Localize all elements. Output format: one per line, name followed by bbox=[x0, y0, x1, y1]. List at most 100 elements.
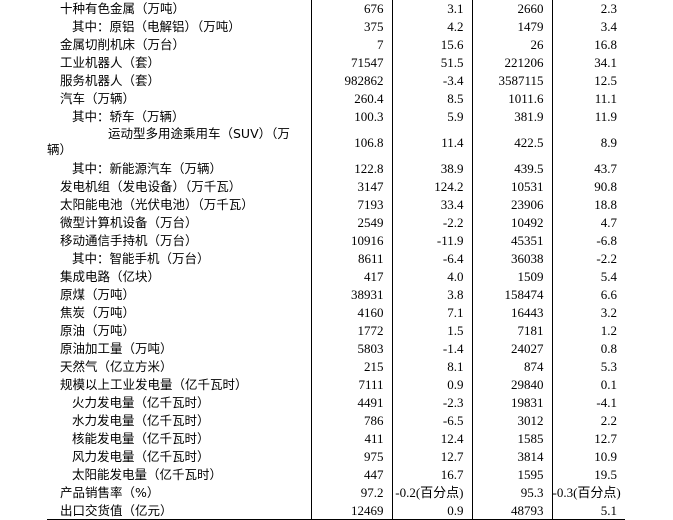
cell-value: 5803 bbox=[310, 339, 392, 357]
cell-value: 6.6 bbox=[551, 285, 625, 303]
cell-value: 23906 bbox=[471, 195, 552, 213]
cell-value: 19831 bbox=[471, 393, 552, 411]
row-label: 微型计算机设备（万台） bbox=[60, 214, 198, 230]
cell-value: 122.8 bbox=[310, 159, 392, 177]
cell-value: -2.2 bbox=[391, 213, 472, 231]
cell-value: 38931 bbox=[310, 285, 392, 303]
cell-value: 11.4 bbox=[391, 125, 472, 159]
table-row: 移动通信手持机（万台） 10916 -11.9 45351 -6.8 bbox=[47, 231, 625, 249]
cell-value: 4160 bbox=[310, 303, 392, 321]
cell-value: 1479 bbox=[471, 17, 552, 35]
cell-value: 4.7 bbox=[551, 213, 625, 231]
cell-value: 7 bbox=[310, 35, 392, 53]
cell-value: 90.8 bbox=[551, 177, 625, 195]
cell-value: 3.4 bbox=[551, 17, 625, 35]
table-row: 运动型多用途乘用车（SUV）（万辆） 106.8 11.4 422.5 8.9 bbox=[47, 125, 625, 159]
row-label: 水力发电量（亿千瓦时） bbox=[72, 412, 210, 428]
table-row: 其中：新能源汽车（万辆） 122.8 38.9 439.5 43.7 bbox=[47, 159, 625, 177]
cell-value: 10916 bbox=[310, 231, 392, 249]
table-row: 水力发电量（亿千瓦时） 786 -6.5 3012 2.2 bbox=[47, 411, 625, 429]
cell-value: -2.3 bbox=[391, 393, 472, 411]
cell-value: 12.7 bbox=[551, 429, 625, 447]
cell-value: 7111 bbox=[310, 375, 392, 393]
cell-value: 5.4 bbox=[551, 267, 625, 285]
cell-value: 18.8 bbox=[551, 195, 625, 213]
cell-value: 8.5 bbox=[391, 89, 472, 107]
cell-value: 4491 bbox=[310, 393, 392, 411]
cell-value: 3147 bbox=[310, 177, 392, 195]
row-label: 金属切削机床（万台） bbox=[60, 36, 186, 52]
row-label: 十种有色金属（万吨） bbox=[60, 0, 186, 16]
cell-value: 8.1 bbox=[391, 357, 472, 375]
table-row: 服务机器人（套） 982862 -3.4 3587115 12.5 bbox=[47, 71, 625, 89]
table-row: 集成电路（亿块） 417 4.0 1509 5.4 bbox=[47, 267, 625, 285]
cell-value: 422.5 bbox=[471, 125, 552, 159]
cell-value: 5.3 bbox=[551, 357, 625, 375]
cell-value: 2549 bbox=[310, 213, 392, 231]
cell-value: 2660 bbox=[471, 0, 552, 17]
cell-value: -2.2 bbox=[551, 249, 625, 267]
table-row: 原油（万吨） 1772 1.5 7181 1.2 bbox=[47, 321, 625, 339]
row-label: 规模以上工业发电量（亿千瓦时） bbox=[60, 376, 248, 392]
cell-value: 95.3 bbox=[471, 483, 552, 501]
row-label: 工业机器人（套） bbox=[60, 54, 161, 70]
table-row: 天然气（亿立方米） 215 8.1 874 5.3 bbox=[47, 357, 625, 375]
industrial-output-table: 十种有色金属（万吨） 676 3.1 2660 2.3 其中：原铝（电解铝）（万吨） 375… bbox=[47, 0, 625, 520]
row-label: 运动型多用途乘用车（SUV）（万辆） bbox=[47, 126, 290, 157]
table-row: 产品销售率（%） 97.2 -0.2(百分点) 95.3 -0.3(百分点) bbox=[47, 483, 625, 501]
cell-value: 7181 bbox=[471, 321, 552, 339]
cell-value: 874 bbox=[471, 357, 552, 375]
cell-value: 8.9 bbox=[551, 125, 625, 159]
table-row: 原煤（万吨） 38931 3.8 158474 6.6 bbox=[47, 285, 625, 303]
table-row: 金属切削机床（万台） 7 15.6 26 16.8 bbox=[47, 35, 625, 53]
cell-value: 260.4 bbox=[310, 89, 392, 107]
cell-value: 24027 bbox=[471, 339, 552, 357]
table-row: 风力发电量（亿千瓦时） 975 12.7 3814 10.9 bbox=[47, 447, 625, 465]
row-label: 其中：新能源汽车（万辆） bbox=[72, 160, 223, 176]
cell-value: 16443 bbox=[471, 303, 552, 321]
cell-value: 8611 bbox=[310, 249, 392, 267]
cell-value: -0.3(百分点) bbox=[551, 483, 625, 501]
cell-value: 3.2 bbox=[551, 303, 625, 321]
cell-value: 7.1 bbox=[391, 303, 472, 321]
row-label: 汽车（万辆） bbox=[60, 90, 136, 106]
table-row: 规模以上工业发电量（亿千瓦时） 7111 0.9 29840 0.1 bbox=[47, 375, 625, 393]
cell-value: 2.2 bbox=[551, 411, 625, 429]
cell-value: 3.1 bbox=[391, 0, 472, 17]
row-label: 其中：智能手机（万台） bbox=[72, 250, 210, 266]
cell-value: 10492 bbox=[471, 213, 552, 231]
table-row: 太阳能电池（光伏电池）（万千瓦） 7193 33.4 23906 18.8 bbox=[47, 195, 625, 213]
cell-value: 12.4 bbox=[391, 429, 472, 447]
table-row: 微型计算机设备（万台） 2549 -2.2 10492 4.7 bbox=[47, 213, 625, 231]
cell-value: -6.8 bbox=[551, 231, 625, 249]
table-row: 焦炭（万吨） 4160 7.1 16443 3.2 bbox=[47, 303, 625, 321]
row-label: 原油（万吨） bbox=[60, 322, 136, 338]
cell-value: 36038 bbox=[471, 249, 552, 267]
table-row: 其中：智能手机（万台） 8611 -6.4 36038 -2.2 bbox=[47, 249, 625, 267]
table-row: 发电机组（发电设备）（万千瓦） 3147 124.2 10531 90.8 bbox=[47, 177, 625, 195]
row-label: 发电机组（发电设备）（万千瓦） bbox=[60, 178, 242, 194]
table-row: 十种有色金属（万吨） 676 3.1 2660 2.3 bbox=[47, 0, 625, 17]
cell-value: 71547 bbox=[310, 53, 392, 71]
row-label: 风力发电量（亿千瓦时） bbox=[72, 448, 210, 464]
row-label: 天然气（亿立方米） bbox=[60, 358, 173, 374]
cell-value: 381.9 bbox=[471, 107, 552, 125]
cell-value: -6.5 bbox=[391, 411, 472, 429]
cell-value: 4.0 bbox=[391, 267, 472, 285]
cell-value: 33.4 bbox=[391, 195, 472, 213]
cell-value: 100.3 bbox=[310, 107, 392, 125]
cell-value: 2.3 bbox=[551, 0, 625, 17]
cell-value: 124.2 bbox=[391, 177, 472, 195]
cell-value: 16.8 bbox=[551, 35, 625, 53]
cell-value: -4.1 bbox=[551, 393, 625, 411]
cell-value: 5.1 bbox=[551, 501, 625, 520]
cell-value: 106.8 bbox=[310, 125, 392, 159]
cell-value: 26 bbox=[471, 35, 552, 53]
table-row: 核能发电量（亿千瓦时） 411 12.4 1585 12.7 bbox=[47, 429, 625, 447]
cell-value: 10.9 bbox=[551, 447, 625, 465]
row-label: 原油加工量（万吨） bbox=[60, 340, 173, 356]
cell-value: 5.9 bbox=[391, 107, 472, 125]
cell-value: 982862 bbox=[310, 71, 392, 89]
cell-value: 12.7 bbox=[391, 447, 472, 465]
cell-value: 19.5 bbox=[551, 465, 625, 483]
